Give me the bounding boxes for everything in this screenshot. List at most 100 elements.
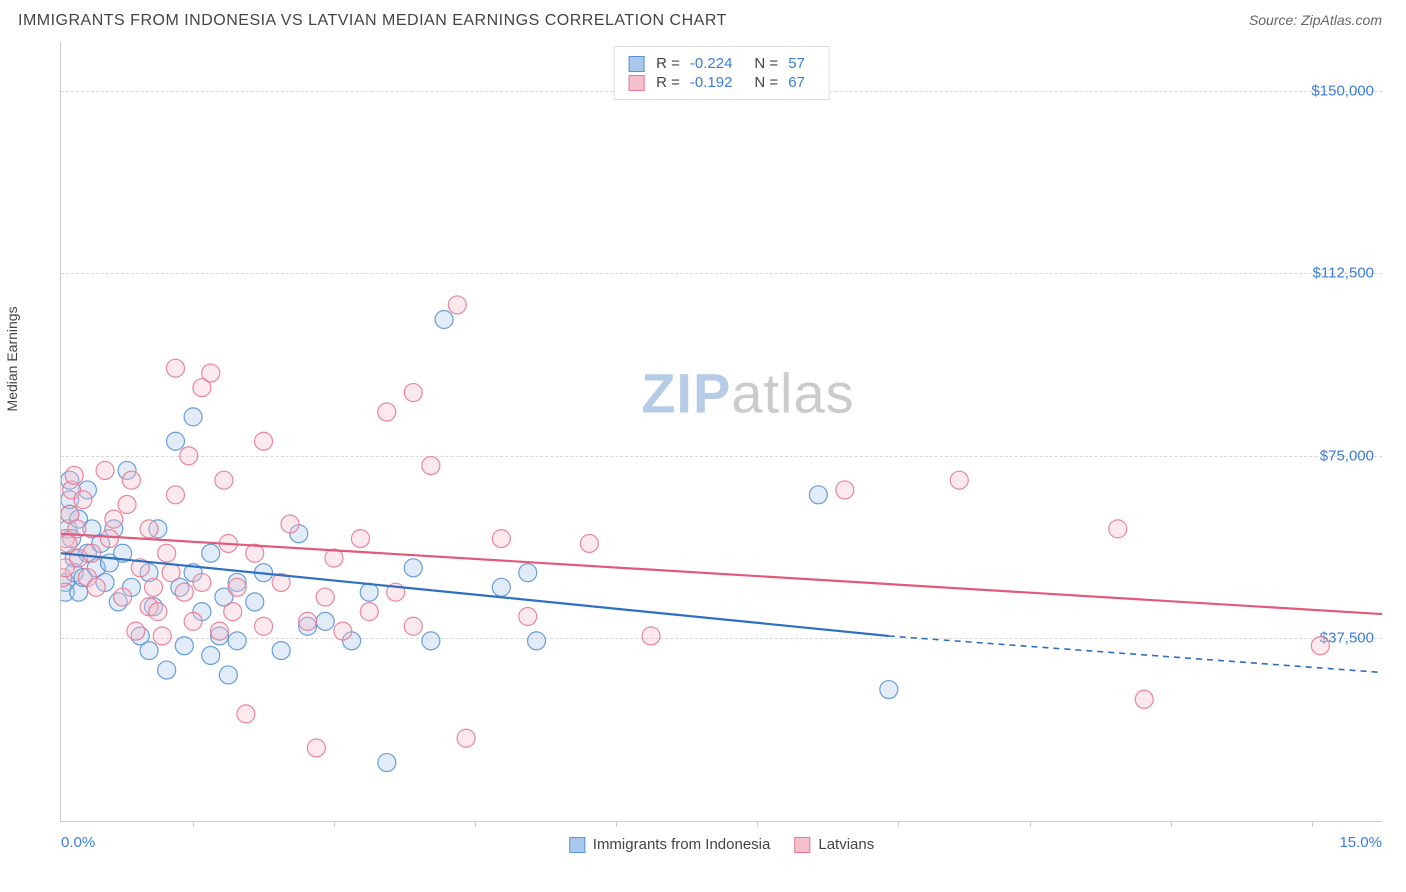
scatter-point <box>435 311 453 329</box>
y-axis-label: Median Earnings <box>4 306 20 411</box>
n-value-2: 67 <box>788 74 805 91</box>
scatter-point <box>166 486 184 504</box>
scatter-point <box>149 603 167 621</box>
scatter-point <box>422 457 440 475</box>
scatter-point <box>65 466 83 484</box>
x-tick <box>475 821 476 827</box>
scatter-point <box>114 588 132 606</box>
scatter-point <box>580 534 598 552</box>
scatter-point <box>140 642 158 660</box>
scatter-point <box>950 471 968 489</box>
scatter-point <box>100 530 118 548</box>
scatter-point <box>118 496 136 514</box>
scatter-point <box>809 486 827 504</box>
scatter-point <box>122 471 140 489</box>
scatter-point <box>404 617 422 635</box>
legend-swatch-1 <box>628 56 644 72</box>
scatter-point <box>316 588 334 606</box>
legend-item-1: Immigrants from Indonesia <box>569 836 771 853</box>
scatter-point <box>299 612 317 630</box>
scatter-point <box>519 608 537 626</box>
scatter-point <box>378 403 396 421</box>
scatter-point <box>1311 637 1329 655</box>
legend-swatch-2 <box>628 75 644 91</box>
scatter-point <box>180 447 198 465</box>
scatter-point <box>519 564 537 582</box>
scatter-point <box>83 544 101 562</box>
scatter-point <box>642 627 660 645</box>
scatter-point <box>184 612 202 630</box>
scatter-point <box>228 632 246 650</box>
legend-bottom-swatch-1 <box>569 837 585 853</box>
scatter-point <box>1135 690 1153 708</box>
scatter-point <box>836 481 854 499</box>
x-tick <box>334 821 335 827</box>
scatter-point <box>404 384 422 402</box>
scatter-point <box>448 296 466 314</box>
scatter-point <box>1109 520 1127 538</box>
source-attribution: Source: ZipAtlas.com <box>1249 12 1382 28</box>
scatter-point <box>193 573 211 591</box>
scatter-point <box>237 705 255 723</box>
scatter-point <box>166 432 184 450</box>
scatter-point <box>105 510 123 528</box>
scatter-point <box>492 530 510 548</box>
legend-label-1: Immigrants from Indonesia <box>593 836 771 853</box>
scatter-point <box>166 359 184 377</box>
scatter-point <box>255 432 273 450</box>
scatter-point <box>202 646 220 664</box>
scatter-point <box>307 739 325 757</box>
legend-bottom-swatch-2 <box>794 837 810 853</box>
scatter-point <box>360 603 378 621</box>
scatter-point <box>228 578 246 596</box>
x-tick <box>1312 821 1313 827</box>
r-value-1: -0.224 <box>690 55 733 72</box>
scatter-point <box>158 661 176 679</box>
correlation-legend: R = -0.224 N = 57 R = -0.192 N = 67 <box>613 46 830 100</box>
r-label-2: R = <box>656 74 680 91</box>
legend-item-2: Latvians <box>794 836 874 853</box>
x-tick <box>1171 821 1172 827</box>
scatter-point <box>334 622 352 640</box>
regression-extrapolation <box>889 636 1382 673</box>
scatter-point <box>528 632 546 650</box>
scatter-point <box>127 622 145 640</box>
scatter-point <box>202 364 220 382</box>
x-axis-max-label: 15.0% <box>1339 834 1382 851</box>
plot-svg <box>61 42 1382 821</box>
scatter-point <box>360 583 378 601</box>
scatter-point <box>255 617 273 635</box>
scatter-point <box>211 622 229 640</box>
scatter-point <box>219 666 237 684</box>
scatter-point <box>202 544 220 562</box>
scatter-point <box>153 627 171 645</box>
scatter-point <box>272 642 290 660</box>
n-label-1: N = <box>754 55 778 72</box>
scatter-point <box>175 583 193 601</box>
scatter-point <box>281 515 299 533</box>
scatter-point <box>492 578 510 596</box>
scatter-point <box>404 559 422 577</box>
scatter-point <box>351 530 369 548</box>
scatter-point <box>175 637 193 655</box>
n-value-1: 57 <box>788 55 805 72</box>
x-tick <box>1030 821 1031 827</box>
scatter-point <box>162 564 180 582</box>
x-tick <box>898 821 899 827</box>
scatter-point <box>316 612 334 630</box>
x-tick <box>757 821 758 827</box>
scatter-point <box>74 491 92 509</box>
x-tick <box>193 821 194 827</box>
r-label-1: R = <box>656 55 680 72</box>
legend-label-2: Latvians <box>818 836 874 853</box>
scatter-point <box>144 578 162 596</box>
scatter-point <box>422 632 440 650</box>
n-label-2: N = <box>754 74 778 91</box>
legend-row-series-1: R = -0.224 N = 57 <box>628 55 815 72</box>
plot-area: R = -0.224 N = 57 R = -0.192 N = 67 ZIPa… <box>60 42 1382 822</box>
legend-row-series-2: R = -0.192 N = 67 <box>628 74 815 91</box>
scatter-point <box>224 603 242 621</box>
scatter-point <box>457 729 475 747</box>
series-legend: Immigrants from Indonesia Latvians <box>569 836 874 853</box>
scatter-point <box>880 681 898 699</box>
